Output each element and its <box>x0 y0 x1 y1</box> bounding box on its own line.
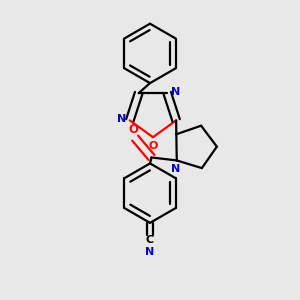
Text: C: C <box>146 235 154 245</box>
Text: O: O <box>148 141 158 151</box>
Text: O: O <box>129 123 139 136</box>
Text: N: N <box>117 114 126 124</box>
Text: N: N <box>171 164 180 174</box>
Text: N: N <box>171 87 180 97</box>
Text: N: N <box>146 247 155 257</box>
